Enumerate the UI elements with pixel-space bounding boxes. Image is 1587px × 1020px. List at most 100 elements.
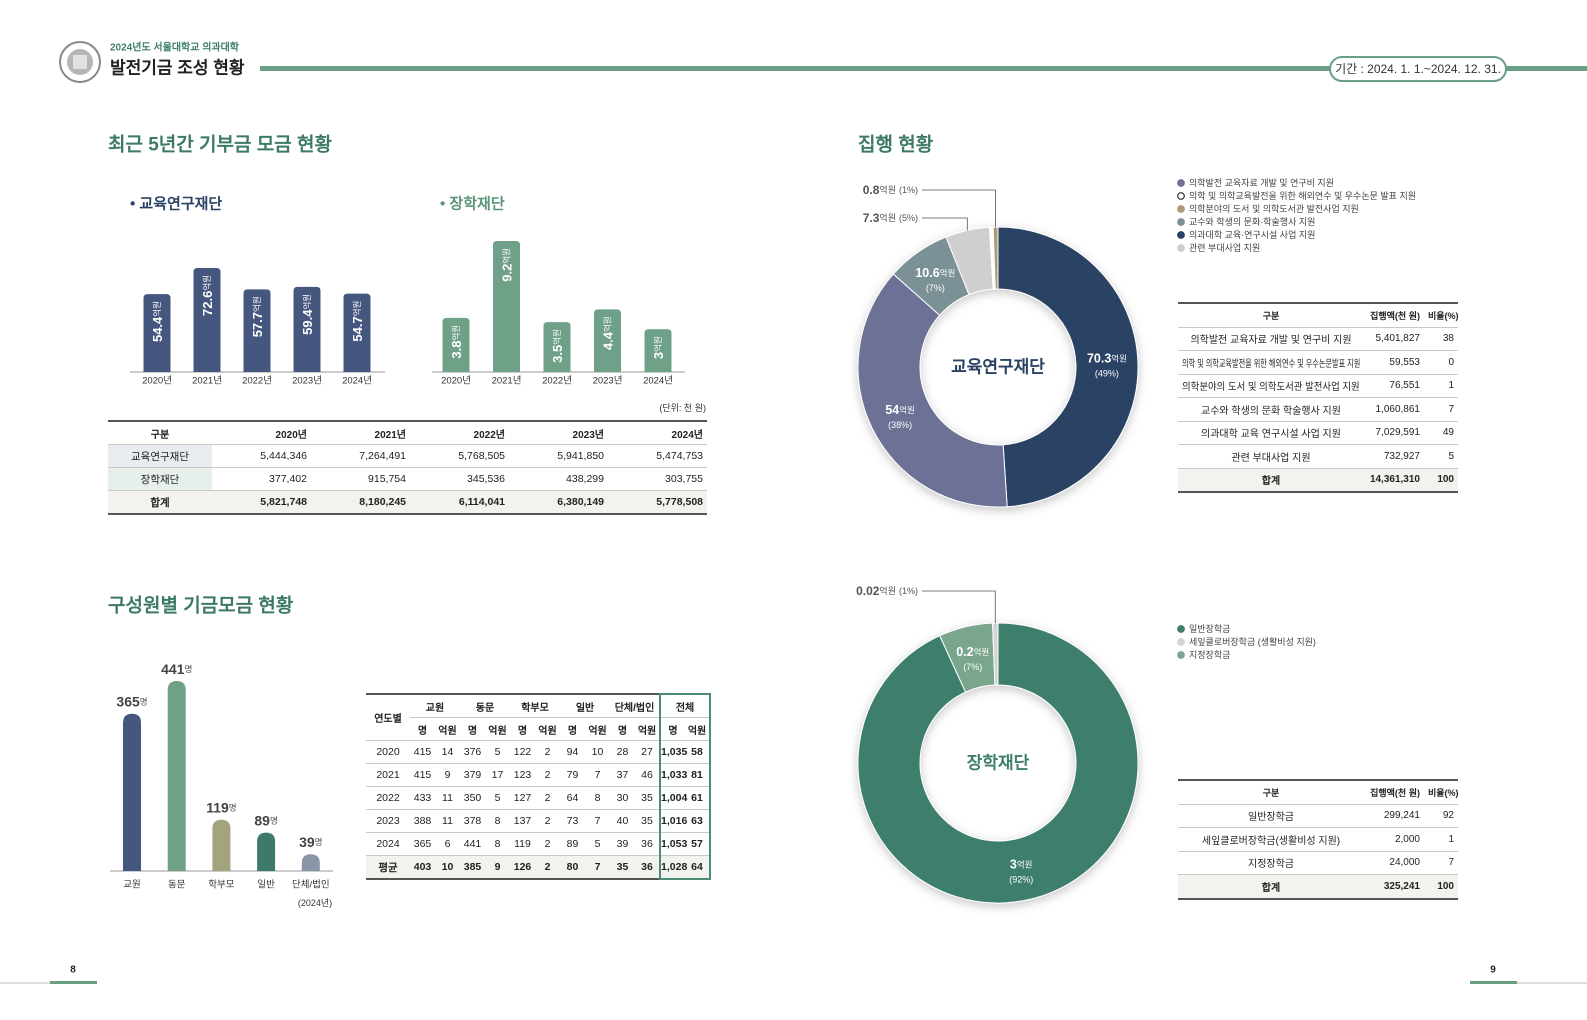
row-label-cell: 관련 부대사업 지원	[1178, 444, 1364, 469]
header-row: 명 억원 명 억원 명 억원 명 억원 명 억원 명 억원	[366, 717, 712, 741]
value-label: 10.6억원	[915, 266, 955, 280]
row-label: 2024	[366, 832, 410, 856]
value-cell: 1,035	[659, 740, 687, 764]
bar	[243, 289, 271, 372]
value-cell: 8	[585, 786, 611, 810]
value-cell: 126	[510, 855, 535, 880]
table-row: 일반장학금 299,241 92	[1178, 804, 1458, 828]
value-number: 89	[254, 813, 270, 829]
column-header: 학부모	[510, 694, 561, 718]
column-header: 집행액(천 원)	[1364, 303, 1424, 328]
value-unit: 억원	[1111, 353, 1127, 363]
table-row: 교육연구재단 5,444,346 7,264,491 5,768,505 5,941,8…	[108, 444, 707, 468]
value-cell: 2	[535, 786, 561, 810]
table-row: 의학발전 교육자료 개발 및 연구비 지원 5,401,827 38	[1178, 327, 1458, 351]
x-tick-label: 2021년	[492, 376, 522, 387]
amount-cell: 325,241	[1364, 874, 1424, 899]
table-row: 장학재단 377,402 915,754 345,536 438,299 303,755	[108, 467, 707, 491]
row-label-cell: 의학분야의 도서 및 의학도서관 발전사업 지원	[1178, 374, 1364, 398]
amount-cell: 14,361,310	[1364, 468, 1424, 493]
row-label: 교수와 학생의 문화 학술행사 지원	[1201, 405, 1341, 417]
legend-label: 세잎클로버장학금 (생활비성 지원)	[1189, 636, 1316, 647]
row-label: 2020	[366, 740, 410, 764]
leader-line	[922, 189, 996, 228]
row-label: 교육연구재단	[108, 444, 212, 468]
ratio-cell: 7	[1424, 851, 1458, 875]
row-label-cell: 의학발전 교육자료 개발 및 연구비 지원	[1178, 327, 1364, 351]
value-cell: 385	[460, 855, 485, 880]
value-number: 7.3	[863, 211, 880, 225]
period-box	[1329, 56, 1507, 82]
value-cell: 63	[685, 809, 712, 833]
value-number: 59.4	[300, 309, 315, 335]
value-label: 9.2억원	[499, 248, 514, 282]
row-label: 합계	[1261, 476, 1281, 488]
value-cell: 36	[635, 832, 661, 856]
value-label: 70.3억원	[1087, 351, 1127, 365]
value-cell: 137	[510, 809, 535, 833]
column-header: 구분	[1178, 780, 1364, 805]
value-cell: 7	[585, 855, 611, 880]
value-unit: 억원	[202, 275, 212, 291]
value-unit: 억원	[879, 585, 896, 596]
member-table: 연도별 교원 동문 학부모 일반 단체/법인 전체 명 억원 명 억원 명 억원 명 억원 명 억원 명 억원 202…	[366, 693, 712, 880]
value-cell: 37	[610, 763, 636, 787]
spending-table: 구분 집행액(천 원) 비율(%) 의학발전 교육자료 개발 및 연구비 지원 5,40…	[1178, 302, 1459, 493]
column-subheader: 억원	[435, 717, 460, 741]
value-cell: 64	[560, 786, 586, 810]
column-subheader: 명	[410, 717, 435, 741]
column-header: 교원	[410, 694, 460, 718]
value-cell: 39	[610, 832, 636, 856]
value-cell: 73	[560, 809, 586, 833]
row-label: 2021	[366, 763, 410, 787]
header-rule	[260, 66, 1587, 71]
value-cell: 14	[435, 740, 460, 764]
value-cell: 8	[485, 832, 510, 856]
column-header: 일반	[560, 694, 611, 718]
value-label: 54.4억원	[150, 301, 165, 342]
x-tick-label: 2020년	[441, 376, 471, 387]
value-number: 0.2	[956, 645, 973, 659]
value-unit: 억원	[653, 336, 663, 352]
legend-label: 의과대학 교육·연구시설 사업 지원	[1189, 230, 1315, 240]
value-cell: 35	[610, 855, 636, 880]
column-header: 2021년	[311, 421, 410, 445]
bar	[257, 832, 276, 871]
value-label: 3.8억원	[449, 325, 464, 359]
table-row: 2024 365 6 441 8 119 2 89 5 39 36 1,053 57	[366, 832, 712, 856]
legend-label: 일반장학금	[1189, 624, 1230, 634]
amount-cell: 299,241	[1364, 804, 1424, 828]
unit-note: (단위: 천 원)	[659, 403, 706, 413]
value-number: 365	[116, 694, 140, 710]
legend-label: 지정장학금	[1189, 650, 1230, 660]
value-label: 59.4억원	[300, 294, 315, 335]
column-subheader: 억원	[685, 717, 712, 741]
donation-table: 구분 2020년 2021년 2022년 2023년 2024년 교육연구재단 5,444,3…	[108, 420, 707, 515]
table-row: 합계 14,361,310 100	[1178, 468, 1458, 493]
column-header: 구분	[108, 421, 212, 445]
value-label: 7.3억원 (5%)	[863, 211, 918, 225]
legend-marker	[1177, 205, 1185, 213]
x-tick-label: 2022년	[242, 376, 272, 387]
ratio-cell: 7	[1424, 397, 1458, 422]
header-title: 발전기금 조성 현황	[110, 59, 245, 78]
legend-marker	[1177, 244, 1185, 252]
amount-cell: 24,000	[1364, 851, 1424, 875]
row-label-cell: 세잎클로버장학금(생활비성 지원)	[1178, 827, 1364, 852]
row-label-cell: 합계	[1178, 874, 1364, 899]
table-row: 의과대학 교육 연구시설 사업 지원 7,029,591 49	[1178, 421, 1458, 445]
chart-title: • 장학재단	[440, 195, 505, 213]
share-label: (7%)	[963, 662, 982, 672]
value-cell: 30	[610, 786, 636, 810]
value-unit: 명	[315, 837, 323, 847]
donut	[857, 622, 1139, 904]
value-cell: 5	[585, 832, 611, 856]
value-cell: 11	[435, 786, 460, 810]
value-unit: 억원	[879, 212, 896, 223]
row-label: 의학 및 의학교육발전을 위한 해외연수 및 우수논문발표 지원	[1182, 358, 1361, 370]
share-label: (49%)	[1095, 368, 1119, 378]
row-label-cell: 의학 및 의학교육발전을 위한 해외연수 및 우수논문발표 지원	[1178, 350, 1364, 375]
table-row: 합계 325,241 100	[1178, 874, 1458, 899]
donut-center-label: 장학재단	[967, 754, 1030, 773]
amount-cell: 2,000	[1364, 827, 1424, 852]
